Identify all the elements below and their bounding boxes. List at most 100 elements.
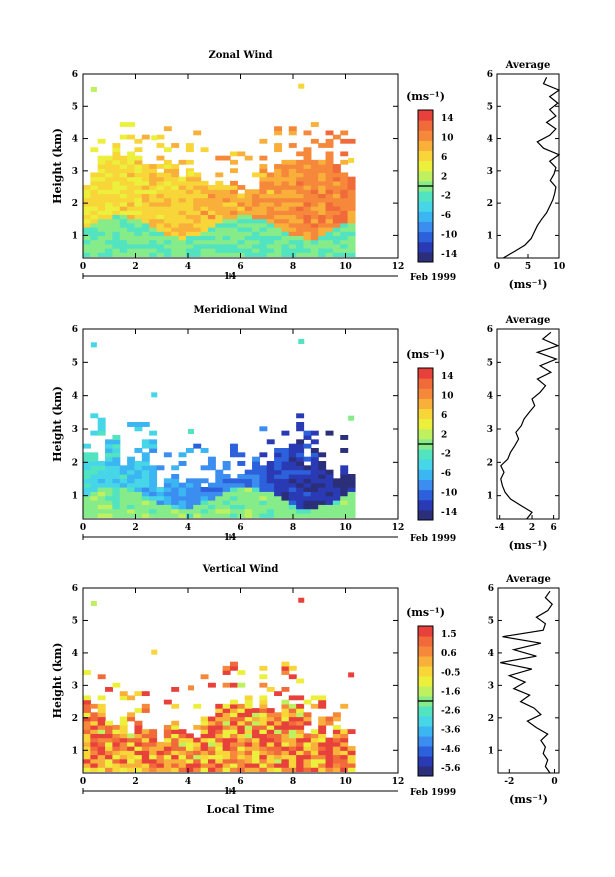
heatmap-cell bbox=[119, 474, 128, 479]
heatmap-cell bbox=[141, 456, 150, 462]
colorbar-tick-label: -2.6 bbox=[441, 707, 460, 717]
heatmap-cell bbox=[90, 703, 99, 709]
heatmap-cell bbox=[237, 708, 246, 713]
heatmap-cell bbox=[149, 767, 158, 772]
heatmap-cell bbox=[266, 206, 275, 211]
chart-title: Meridional Wind bbox=[193, 305, 287, 316]
heatmap-cell bbox=[237, 185, 246, 190]
heatmap-cell bbox=[97, 695, 106, 701]
heatmap-cell bbox=[134, 729, 143, 735]
y-tick-label: 4 bbox=[72, 649, 78, 659]
heatmap-cell bbox=[325, 197, 334, 203]
heatmap-cell bbox=[281, 729, 290, 735]
heatmap-cell bbox=[244, 737, 253, 743]
heatmap-cell bbox=[244, 708, 253, 713]
heatmap-cell bbox=[296, 678, 305, 684]
heatmap-cell bbox=[215, 504, 224, 510]
heatmap-cell bbox=[215, 206, 224, 211]
heatmap-cell bbox=[230, 252, 238, 257]
heatmap-cell bbox=[97, 252, 106, 257]
heatmap-cell bbox=[347, 500, 356, 505]
heatmap-cell bbox=[171, 733, 180, 739]
heatmap-cell bbox=[274, 504, 283, 510]
heatmap-cell bbox=[281, 495, 290, 501]
heatmap-cell bbox=[163, 724, 172, 730]
heatmap-cell bbox=[207, 767, 216, 772]
heatmap-cell bbox=[215, 180, 224, 186]
heatmap-cell bbox=[318, 206, 327, 211]
heatmap-cell bbox=[332, 206, 341, 211]
heatmap-cell bbox=[127, 151, 136, 157]
heatmap-cell bbox=[141, 500, 150, 505]
heatmap-cell bbox=[156, 143, 165, 148]
heatmap-cell bbox=[97, 703, 106, 709]
heatmap-cell bbox=[163, 746, 172, 751]
heatmap-cell bbox=[185, 508, 194, 514]
heatmap-cell bbox=[149, 754, 158, 760]
heatmap-cell bbox=[178, 461, 187, 466]
heatmap-cell bbox=[252, 193, 260, 199]
heatmap-cell bbox=[274, 720, 283, 726]
heatmap-cell bbox=[318, 201, 327, 207]
heatmap-cell bbox=[200, 243, 209, 249]
colorbar-swatch bbox=[418, 241, 433, 253]
heatmap-cell bbox=[215, 474, 224, 479]
heatmap-cell bbox=[222, 252, 231, 257]
heatmap-cell bbox=[340, 767, 349, 772]
heatmap-cell bbox=[325, 172, 334, 178]
heatmap-cell bbox=[141, 741, 150, 747]
heatmap-cell bbox=[266, 210, 275, 216]
heatmap-cell bbox=[259, 491, 268, 497]
heatmap-cell bbox=[303, 737, 312, 743]
date-axis-day: 14 bbox=[224, 533, 237, 543]
heatmap-cell bbox=[244, 762, 253, 768]
heatmap-cell bbox=[332, 762, 341, 768]
heatmap-cell bbox=[252, 189, 260, 195]
heatmap-cell bbox=[340, 513, 349, 518]
heatmap-cell bbox=[193, 724, 202, 730]
heatmap-cell bbox=[237, 252, 246, 257]
heatmap-cell bbox=[244, 474, 253, 479]
heatmap-cell bbox=[237, 491, 246, 497]
colorbar-unit: (ms⁻¹) bbox=[406, 90, 445, 103]
heatmap-cell bbox=[237, 247, 246, 253]
heatmap-cell bbox=[266, 231, 275, 237]
heatmap-cell bbox=[288, 716, 297, 722]
heatmap-cell bbox=[134, 239, 143, 245]
heatmap-cell bbox=[259, 665, 268, 671]
heatmap-cell bbox=[134, 185, 143, 190]
heatmap-cell bbox=[134, 767, 143, 772]
heatmap-cell bbox=[281, 201, 290, 207]
heatmap-cell bbox=[112, 754, 121, 760]
heatmap-cell bbox=[83, 214, 91, 220]
heatmap-cell bbox=[149, 487, 158, 492]
heatmap-cell bbox=[149, 247, 158, 253]
heatmap-cell bbox=[222, 206, 231, 211]
heatmap-cell bbox=[310, 214, 319, 220]
heatmap-cell bbox=[119, 235, 128, 241]
colorbar-swatch bbox=[418, 211, 433, 222]
heatmap-cell bbox=[325, 206, 334, 211]
heatmap-cell bbox=[149, 210, 158, 216]
heatmap-cell bbox=[332, 180, 341, 186]
heatmap-cell bbox=[259, 508, 268, 514]
heatmap-cell bbox=[237, 231, 246, 237]
heatmap-cell bbox=[134, 724, 143, 730]
heatmap-cell bbox=[134, 448, 143, 453]
heatmap-cell bbox=[200, 227, 209, 232]
heatmap-cell bbox=[274, 247, 283, 253]
heatmap-cell bbox=[83, 443, 91, 449]
heatmap-cell bbox=[127, 504, 136, 510]
heatmap-cell bbox=[303, 235, 312, 241]
heatmap-cell bbox=[127, 478, 136, 484]
heatmap-cell bbox=[207, 487, 216, 492]
heatmap-cell bbox=[274, 513, 283, 518]
heatmap-cell bbox=[83, 729, 91, 735]
x-tick-label: 4 bbox=[185, 523, 191, 533]
heatmap-cell bbox=[259, 699, 268, 705]
chart-title: Zonal Wind bbox=[208, 50, 272, 61]
heatmap-cell bbox=[281, 465, 290, 471]
average-y-tick-label: 6 bbox=[487, 70, 493, 80]
heatmap-cell bbox=[318, 491, 327, 497]
heatmap-cell bbox=[112, 682, 121, 688]
